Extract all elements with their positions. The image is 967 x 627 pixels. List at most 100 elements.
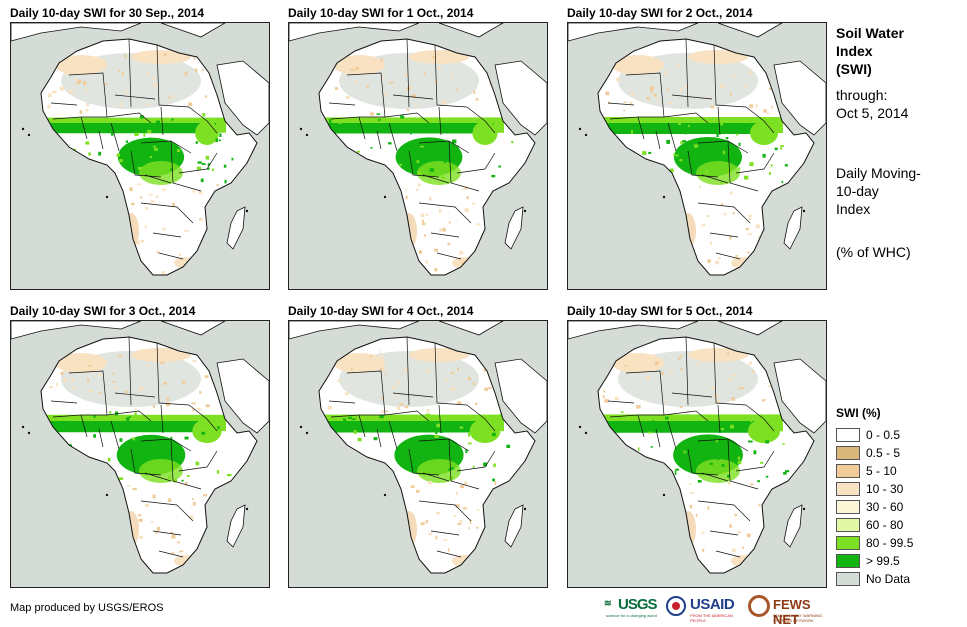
country-border (418, 202, 472, 224)
island (578, 127, 582, 131)
swi-cell (767, 112, 769, 115)
country-border (436, 252, 462, 260)
swi-cell (409, 85, 414, 88)
map-frame (10, 320, 270, 588)
swi-cell (469, 128, 474, 132)
swi-cell (464, 186, 468, 191)
swi-cell (652, 552, 657, 554)
swi-cell (85, 89, 88, 92)
swi-cell (72, 551, 75, 555)
swi-cell (102, 554, 105, 557)
swi-cell (700, 428, 702, 433)
swi-cell (652, 420, 655, 423)
swi-cell (333, 466, 337, 470)
swi-cell (167, 498, 172, 502)
swi-cell (615, 445, 619, 448)
swi-cell (201, 163, 206, 165)
island (305, 431, 309, 435)
swi-cell (353, 430, 357, 434)
swi-cell (192, 360, 197, 363)
swi-cell (170, 168, 173, 171)
swi-cell (373, 233, 377, 235)
swi-cell (684, 132, 688, 135)
swi-cell (682, 440, 686, 444)
swi-cell (499, 413, 503, 417)
swi-cell (443, 539, 448, 542)
swi-cell (488, 387, 492, 390)
swi-cell (230, 198, 234, 202)
legend-swatch (836, 428, 860, 442)
country-border (384, 410, 430, 422)
swi-cell (724, 56, 729, 60)
coastline (318, 38, 536, 276)
swi-cell (231, 157, 234, 161)
country-border (745, 404, 775, 432)
swi-cell (499, 489, 502, 494)
swi-cell (749, 162, 754, 167)
swi-cell (450, 371, 455, 374)
country-border (106, 112, 152, 124)
legend-title: SWI (%) (836, 406, 881, 420)
swi-cell (457, 449, 461, 452)
swi-cell (64, 522, 69, 525)
legend-label: 30 - 60 (866, 500, 904, 514)
country-border (727, 140, 759, 192)
swi-cell (64, 512, 69, 515)
swi-cell (438, 209, 442, 213)
swi-cell (340, 167, 345, 170)
swi-cell (51, 543, 54, 546)
swi-cell (673, 530, 677, 533)
europe-land (568, 321, 783, 340)
legend-swatch (836, 500, 860, 514)
swi-cell (614, 396, 619, 401)
country-border (376, 428, 382, 448)
swi-cell (217, 53, 222, 57)
swi-cell (379, 415, 384, 419)
swi-cell (687, 558, 691, 561)
swi-cell (678, 357, 681, 360)
swi-cell (211, 168, 215, 171)
swi-cell (88, 152, 91, 156)
swi-cell (720, 122, 723, 126)
swi-cell (410, 130, 412, 135)
swi-cell (650, 203, 652, 207)
swi-cell (219, 133, 222, 137)
swi-cell (147, 453, 150, 457)
swi-cell (352, 499, 356, 503)
swi-cell (425, 369, 430, 373)
swi-cell (122, 500, 125, 503)
swi-cell (191, 402, 196, 405)
swi-cell (77, 494, 82, 498)
swi-cell (139, 115, 144, 119)
legend-swatch (836, 518, 860, 532)
north-tan (131, 50, 191, 64)
swi-cell (184, 230, 189, 232)
swi-cell (729, 236, 732, 240)
swi-cell (700, 152, 705, 156)
swi-cell (665, 416, 669, 420)
index-title-line: Index (836, 43, 873, 59)
swi-cell (477, 57, 482, 61)
swi-cell (432, 56, 435, 59)
island (802, 209, 806, 213)
swi-cell (135, 415, 140, 418)
map-panel-6: Daily 10-day SWI for 5 Oct., 2014 (567, 304, 827, 590)
swi-cell (207, 167, 210, 170)
swi-cell (765, 475, 769, 478)
swi-cell (464, 208, 469, 212)
island (523, 507, 527, 511)
country-border (328, 102, 356, 106)
swi-cell (637, 447, 640, 451)
swi-cell (461, 261, 465, 266)
swi-cell (224, 179, 227, 184)
swi-cell (690, 491, 694, 494)
swi-cell (742, 546, 745, 549)
swi-cell (686, 542, 691, 545)
swi-cell (323, 227, 328, 230)
swi-cell (98, 569, 101, 573)
swi-cell (86, 103, 89, 107)
swi-cell (629, 461, 632, 465)
island (305, 133, 309, 137)
swi-cell (677, 65, 681, 68)
swi-cell (645, 376, 650, 381)
